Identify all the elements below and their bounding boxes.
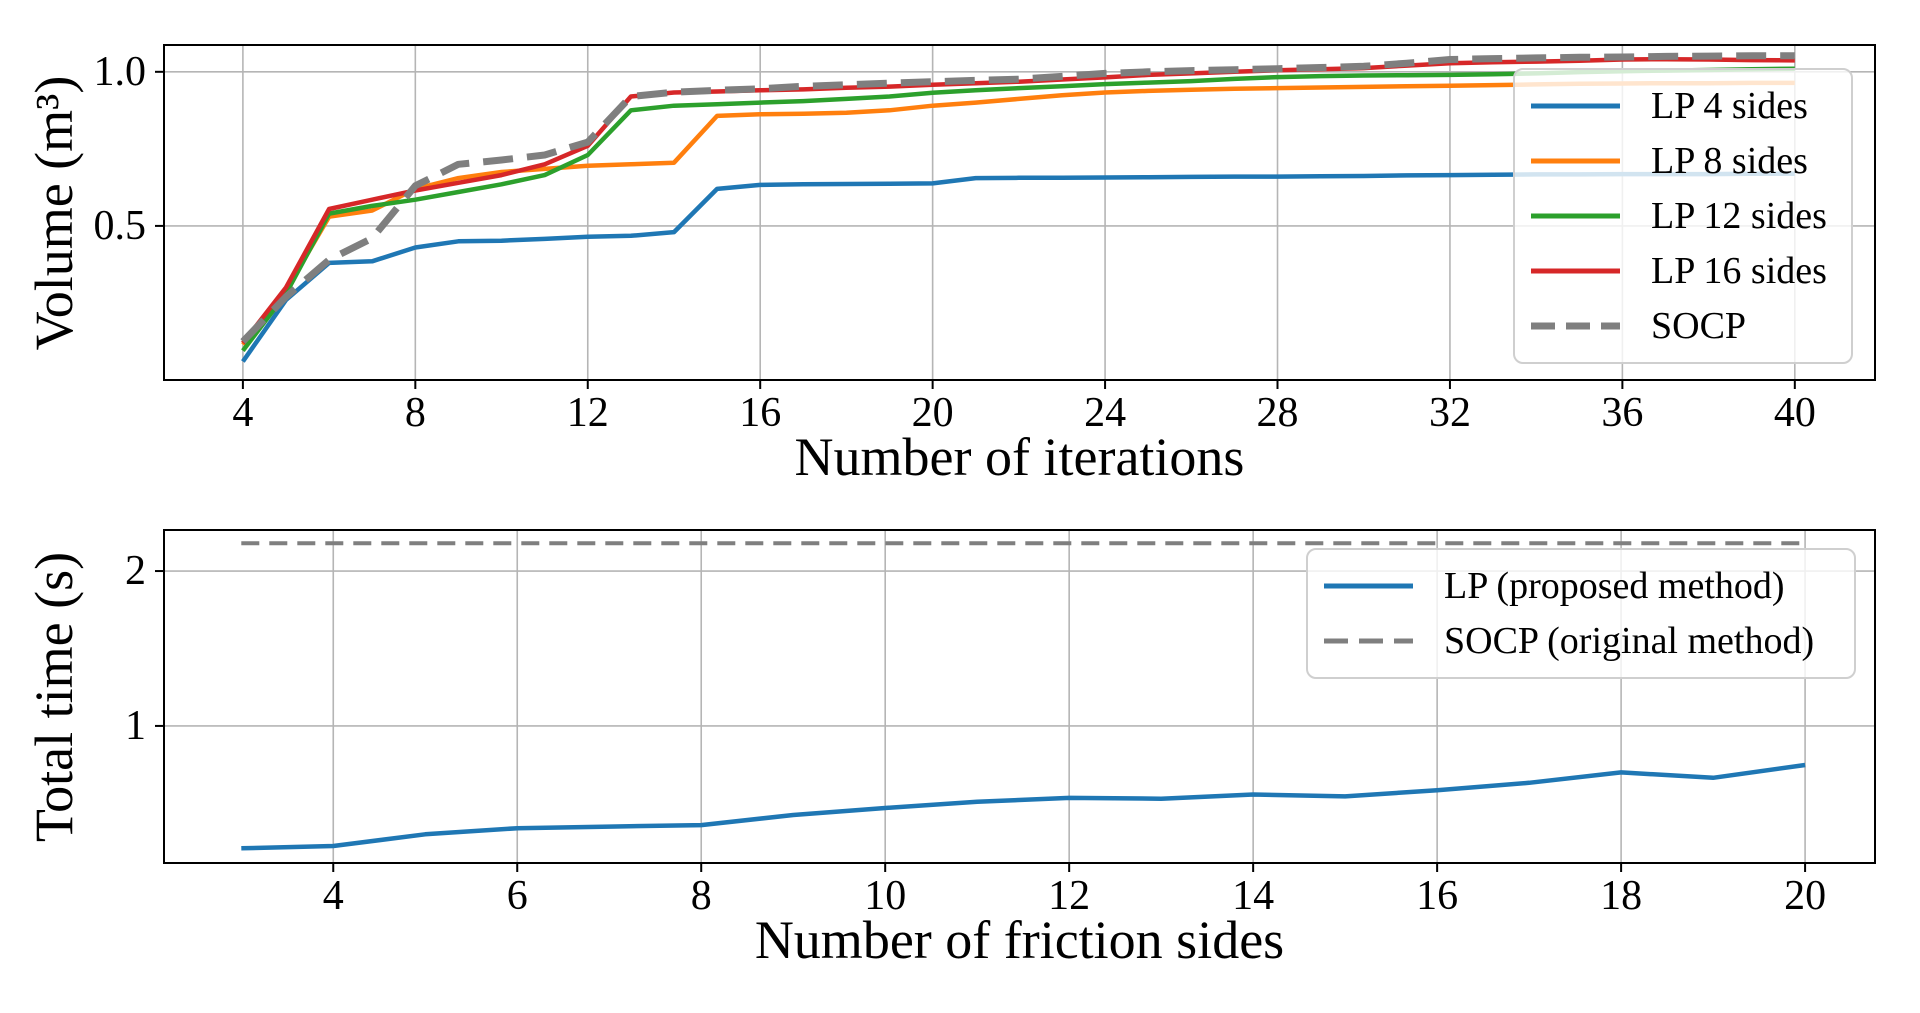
- legend-label: SOCP (original method): [1444, 620, 1815, 663]
- series-lp-proposed-method-: [241, 762, 1806, 851]
- legend-sample-line: [1531, 158, 1620, 164]
- y-tick-label: 2: [125, 548, 146, 595]
- bottom-y-axis-label: Total time (s): [24, 551, 84, 842]
- x-tick-label: 12: [1048, 873, 1091, 919]
- legend-label: LP 4 sides: [1651, 84, 1808, 127]
- x-tick-label: 20: [911, 390, 954, 436]
- top-legend: LP 4 sides LP 8 sides LP 12 sides LP 16 sid…: [1513, 68, 1853, 364]
- bottom-legend: LP (proposed method) SOCP (original metho…: [1306, 548, 1856, 679]
- y-tick-label: 1.0: [93, 48, 147, 95]
- y-tick-label: 1: [125, 702, 146, 749]
- legend-entry: SOCP (original method): [1308, 614, 1854, 670]
- x-tick-label: 32: [1428, 390, 1471, 436]
- x-tick-label: 36: [1601, 390, 1644, 436]
- legend-entry: LP 8 sides: [1515, 133, 1851, 188]
- x-tick-label: 40: [1773, 390, 1816, 436]
- legend-sample-line: [1324, 583, 1413, 589]
- x-tick-label: 8: [690, 873, 712, 919]
- legend-sample-line: [1531, 103, 1620, 109]
- legend-entry: LP 16 sides: [1515, 244, 1851, 299]
- legend-label: SOCP: [1651, 305, 1747, 348]
- series-lp-16-sides: [241, 56, 1795, 345]
- x-tick-label: 16: [1416, 873, 1459, 919]
- series-socp: [240, 52, 1795, 344]
- x-tick-label: 16: [739, 390, 782, 436]
- x-tick-label: 20: [1784, 873, 1827, 919]
- legend-label: LP 8 sides: [1651, 139, 1808, 182]
- x-tick-label: 28: [1256, 390, 1299, 436]
- bottom-x-axis-label: Number of friction sides: [754, 910, 1285, 970]
- axes-frame: [163, 529, 1876, 864]
- x-tick-label: 24: [1084, 390, 1127, 436]
- x-tick-label: 4: [322, 873, 344, 919]
- axes-frame: [163, 44, 1876, 381]
- top-x-axis-label: Number of iterations: [794, 427, 1245, 487]
- legend-entry: SOCP: [1515, 299, 1851, 354]
- top-y-axis-label: Volume (m³): [24, 75, 84, 350]
- legend-entry: LP (proposed method): [1308, 558, 1854, 614]
- x-tick-label: 4: [232, 390, 254, 436]
- x-tick-label: 10: [864, 873, 907, 919]
- legend-label: LP 16 sides: [1651, 250, 1827, 293]
- x-tick-label: 14: [1232, 873, 1275, 919]
- x-tick-label: 12: [566, 390, 609, 436]
- legend-sample-line: [1324, 638, 1413, 644]
- legend-sample-line: [1531, 213, 1620, 219]
- legend-sample-line: [1531, 268, 1620, 274]
- legend-label: LP 12 sides: [1651, 195, 1827, 237]
- legend-sample-line: [1531, 322, 1620, 330]
- x-tick-label: 6: [506, 873, 528, 919]
- x-tick-label: 8: [404, 390, 426, 436]
- y-tick-label: 0.5: [93, 202, 147, 249]
- x-tick-label: 18: [1600, 873, 1643, 919]
- legend-entry: LP 4 sides: [1515, 78, 1851, 133]
- legend-label: LP (proposed method): [1444, 564, 1785, 607]
- legend-entry: LP 12 sides: [1515, 188, 1851, 243]
